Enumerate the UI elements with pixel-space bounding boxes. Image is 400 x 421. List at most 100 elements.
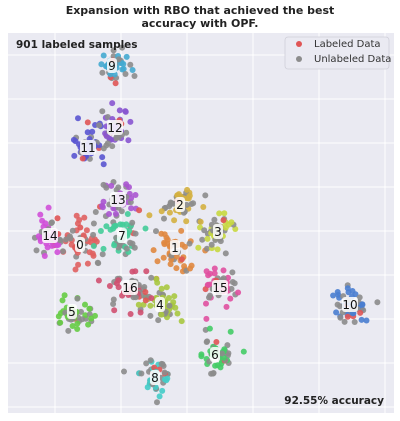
cluster-1-point — [161, 255, 167, 261]
cluster-11-point — [73, 138, 79, 144]
cluster-8-point — [121, 369, 127, 375]
cluster-16-point — [111, 307, 117, 313]
cluster-14-point — [55, 215, 61, 221]
cluster-15-point — [203, 301, 209, 307]
cluster-0-point — [75, 262, 81, 268]
cluster-1-label: 1 — [171, 241, 179, 255]
cluster-8-point — [162, 370, 168, 376]
cluster-7-label: 7 — [118, 229, 126, 243]
cluster-1-point — [173, 265, 179, 271]
cluster-14-point — [54, 242, 60, 248]
cluster-13-point — [128, 205, 134, 211]
cluster-12-point — [99, 108, 105, 114]
cluster-3-point — [223, 250, 229, 256]
cluster-3-point — [209, 242, 215, 248]
cluster-5-point — [82, 302, 88, 308]
cluster-3-point — [221, 210, 227, 216]
cluster-4-point — [158, 312, 164, 318]
cluster-9-point — [99, 70, 105, 76]
cluster-15-point — [203, 316, 209, 322]
cluster-2-point — [159, 208, 165, 214]
cluster-2-point — [146, 212, 152, 218]
cluster-14-point — [54, 249, 60, 255]
cluster-0-point — [100, 251, 106, 257]
cluster-0-point — [84, 227, 90, 233]
cluster-13-point — [106, 211, 112, 217]
cluster-5-point — [74, 321, 80, 327]
cluster-16-point — [111, 297, 117, 303]
cluster-0-point — [90, 232, 96, 238]
cluster-3-point — [221, 217, 227, 223]
cluster-13-label: 13 — [110, 193, 125, 207]
cluster-16-point — [96, 278, 102, 284]
cluster-12-label: 12 — [107, 121, 122, 135]
cluster-6-point — [228, 329, 234, 335]
cluster-14-label: 14 — [42, 229, 57, 243]
cluster-8-point — [145, 384, 151, 390]
cluster-7-point — [98, 228, 104, 234]
cluster-16-point — [148, 295, 154, 301]
cluster-13-point — [101, 182, 107, 188]
cluster-10-point — [364, 318, 370, 324]
cluster-2-point — [202, 192, 208, 198]
cluster-15-point — [221, 267, 227, 273]
cluster-15-label: 15 — [212, 281, 227, 295]
cluster-0-point — [95, 260, 101, 266]
cluster-2-point — [198, 219, 204, 225]
chart-title-line2: accuracy with OPF. — [141, 17, 258, 30]
cluster-10-label: 10 — [342, 298, 357, 312]
cluster-4-point — [167, 303, 173, 309]
cluster-6-point — [198, 353, 204, 359]
cluster-16-point — [142, 289, 148, 295]
legend-marker-labeled — [296, 41, 302, 47]
cluster-5-point — [57, 320, 63, 326]
cluster-15-point — [229, 269, 235, 275]
cluster-4-point — [147, 303, 153, 309]
cluster-11-point — [101, 161, 107, 167]
cluster-12-point — [96, 122, 102, 128]
cluster-9-point — [101, 53, 107, 59]
cluster-14-point — [42, 220, 48, 226]
cluster-16-point — [143, 297, 149, 303]
labeled-samples-annotation: 901 labeled samples — [16, 39, 138, 51]
cluster-4-point — [147, 313, 153, 319]
cluster-16-point — [141, 284, 147, 290]
cluster-1-point — [162, 231, 168, 237]
cluster-9-point — [123, 71, 129, 77]
cluster-7-point — [143, 226, 149, 232]
cluster-13-point — [113, 211, 119, 217]
cluster-1-point — [178, 228, 184, 234]
cluster-7-point — [103, 223, 109, 229]
accuracy-annotation: 92.55% accuracy — [284, 395, 384, 407]
cluster-11-point — [89, 129, 95, 135]
cluster-16-point — [107, 283, 113, 289]
cluster-15-point — [227, 296, 233, 302]
cluster-8-point — [159, 388, 165, 394]
cluster-2-point — [187, 193, 193, 199]
cluster-8-point — [148, 357, 154, 363]
cluster-12-point — [105, 140, 111, 146]
cluster-4-point — [159, 286, 165, 292]
cluster-9-point — [127, 62, 133, 68]
cluster-8-point — [138, 371, 144, 377]
cluster-13-point — [123, 181, 129, 187]
cluster-11-point — [75, 115, 81, 121]
cluster-3-point — [201, 227, 207, 233]
cluster-6-point — [241, 349, 247, 355]
cluster-12-point — [125, 137, 131, 143]
cluster-3-point — [216, 210, 222, 216]
cluster-3-point — [215, 246, 221, 252]
cluster-10-point — [374, 299, 380, 305]
cluster-0-point — [85, 261, 91, 267]
cluster-9-label: 9 — [108, 59, 116, 73]
cluster-12-point — [109, 100, 115, 106]
cluster-12-point — [127, 119, 133, 125]
legend-label-labeled: Labeled Data — [314, 39, 381, 50]
cluster-10-point — [333, 309, 339, 315]
cluster-14-point — [34, 247, 40, 253]
cluster-7-point — [129, 220, 135, 226]
cluster-10-point — [335, 302, 341, 308]
cluster-12-point — [123, 109, 129, 115]
cluster-4-point — [155, 317, 161, 323]
cluster-4-point — [179, 318, 185, 324]
